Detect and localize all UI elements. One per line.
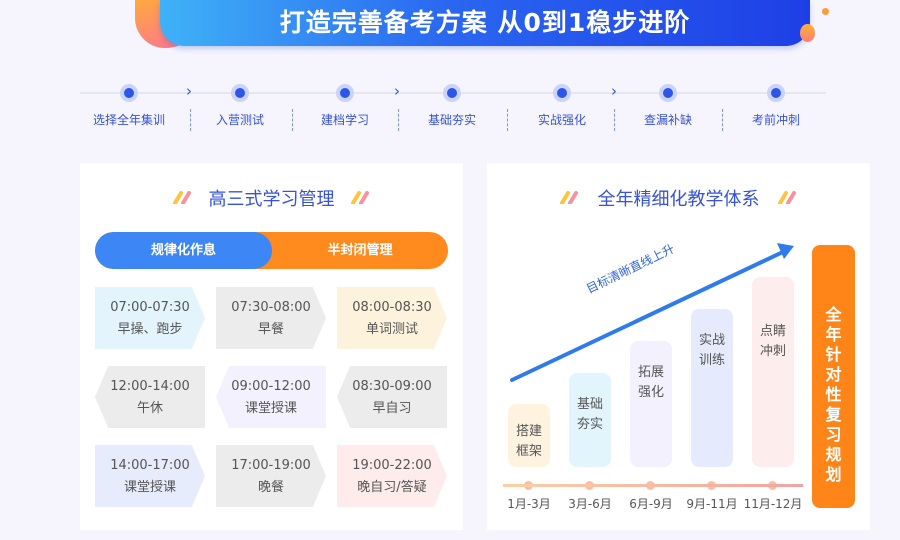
- schedule-activity: 午休: [136, 401, 163, 416]
- stage-label: 搭建框架: [515, 424, 542, 459]
- schedule-activity: 晚餐: [257, 480, 284, 495]
- banner: [160, 0, 810, 46]
- rising-arrow-icon: [510, 243, 794, 382]
- step-dot-icon: [231, 84, 249, 102]
- schedule-activity: 课堂授课: [244, 401, 297, 416]
- step-dot-icon: [336, 84, 354, 102]
- schedule-time: 07:30-08:00: [231, 300, 311, 315]
- schedule-item: 17:00-19:00 晚餐: [216, 445, 326, 507]
- stage-bar: 点睛冲刺: [752, 277, 794, 467]
- stage-period: 6月-9月: [629, 497, 673, 511]
- chevron-right-icon: ›: [394, 82, 400, 100]
- step-label: 考前冲刺: [751, 113, 800, 127]
- step-label: 选择全年集训: [92, 113, 165, 127]
- schedule-item: 19:00-22:00 晚自习/答疑: [337, 445, 447, 507]
- decor-dot: [822, 8, 829, 15]
- divider: [292, 109, 293, 131]
- schedule-item: 09:00-12:00 课堂授课: [216, 366, 326, 428]
- divider: [190, 109, 191, 131]
- stage-bar: 拓展强化: [630, 341, 672, 467]
- schedule-time: 08:30-09:00: [352, 379, 432, 394]
- schedule-time: 14:00-17:00: [110, 458, 190, 473]
- schedule-activity: 晚自习/答疑: [357, 480, 427, 495]
- schedule-time: 19:00-22:00: [352, 458, 432, 473]
- step-dot-icon: [553, 84, 571, 102]
- slash-decor-icon: [778, 191, 796, 204]
- divider: [614, 109, 615, 131]
- schedule-activity: 早餐: [257, 322, 284, 337]
- schedule-item: 08:00-08:30 单词测试: [337, 287, 447, 349]
- stage-period: 3月-6月: [568, 497, 612, 511]
- step-label: 基础夯实: [427, 113, 476, 127]
- stage-label: 基础夯实: [576, 397, 603, 432]
- divider: [398, 109, 399, 131]
- stage-bar: 搭建框架: [508, 404, 550, 467]
- schedule-item: 14:00-17:00 课堂授课: [95, 445, 205, 507]
- slash-decor-icon: [560, 191, 578, 204]
- chevron-right-icon: ›: [186, 82, 192, 100]
- stage-period: 1月-3月: [507, 497, 551, 511]
- chevron-right-icon: ›: [611, 82, 617, 100]
- card-title: 高三式学习管理: [208, 189, 335, 210]
- step-label: 入营测试: [215, 113, 264, 127]
- toggle-regular-routine[interactable]: 规律化作息: [95, 232, 272, 269]
- step-dot-icon: [120, 84, 138, 102]
- step-label: 实战强化: [537, 113, 586, 127]
- divider: [722, 109, 723, 131]
- management-toggle[interactable]: 半封闭管理 规律化作息: [95, 232, 448, 269]
- schedule-activity: 课堂授课: [123, 480, 176, 495]
- stage-bar: 基础夯实: [569, 373, 611, 467]
- stage-bar: 实战训练: [691, 309, 733, 467]
- schedule-activity: 早自习: [372, 401, 412, 416]
- schedule-item: 07:30-08:00 早餐: [216, 287, 326, 349]
- stage-label: 实战训练: [698, 333, 725, 368]
- schedule-time: 12:00-14:00: [110, 379, 190, 394]
- schedule-item: 12:00-14:00 午休: [95, 366, 205, 428]
- card-title: 全年精细化教学体系: [597, 189, 760, 210]
- schedule-time: 09:00-12:00: [231, 379, 311, 394]
- stage-period: 9月-11月: [686, 497, 738, 511]
- divider: [507, 109, 508, 131]
- toggle-semi-closed[interactable]: 半封闭管理: [327, 243, 393, 258]
- schedule-time: 17:00-19:00: [231, 458, 311, 473]
- step-dot-icon: [443, 84, 461, 102]
- decor-dot: [800, 24, 815, 42]
- schedule-time: 07:00-07:30: [110, 300, 190, 315]
- left-card: 高三式学习管理 半封闭管理 规律化作息 07:00-07:30 早操、跑步 07:3…: [80, 163, 463, 530]
- stage-period: 11月-12月: [743, 497, 803, 511]
- slash-decor-icon: [173, 191, 191, 204]
- schedule-activity: 单词测试: [365, 322, 418, 337]
- timeline: [503, 484, 803, 487]
- stage-label: 点睛冲刺: [759, 324, 786, 359]
- summary-label: 全年针对性复习规划: [825, 305, 842, 484]
- step-label: 查漏补缺: [643, 113, 692, 127]
- schedule-activity: 早操、跑步: [117, 322, 183, 337]
- stage-label: 拓展强化: [637, 365, 664, 400]
- slash-decor-icon: [351, 191, 369, 204]
- schedule-time: 08:00-08:30: [352, 300, 432, 315]
- banner-title: 打造完善备考方案 从0到1稳步进阶: [279, 8, 691, 37]
- schedule-item: 08:30-09:00 早自习: [337, 366, 447, 428]
- right-card: 全年精细化教学体系 目标清晰直线上升 搭建框架 1月-3月 基础夯实 3月-6月 拓展强…: [487, 163, 870, 530]
- summary-bar: 全年针对性复习规划: [812, 245, 855, 508]
- step-dot-icon: [767, 84, 785, 102]
- step-label: 建档学习: [320, 113, 369, 127]
- step-dot-icon: [659, 84, 677, 102]
- schedule-item: 07:00-07:30 早操、跑步: [95, 287, 205, 349]
